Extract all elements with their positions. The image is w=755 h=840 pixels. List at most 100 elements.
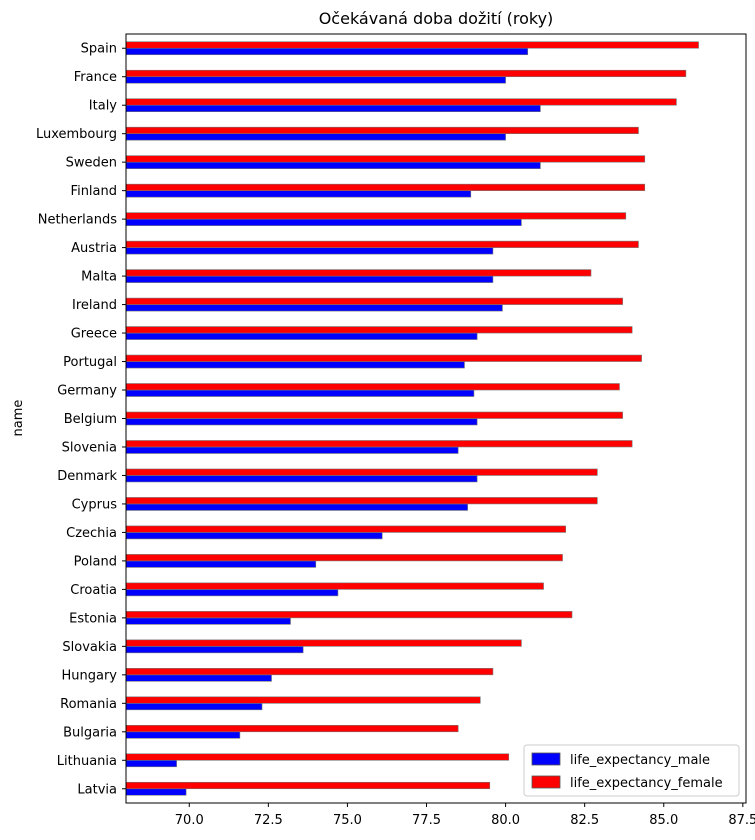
y-tick-label: Lithuania [57,754,117,769]
bar-life-expectancy-male-france [125,76,506,84]
y-tick-label: Latvia [77,782,117,797]
y-tick-label: Hungary [61,668,117,683]
bar-life-expectancy-female-bulgaria [125,724,459,733]
bar-life-expectancy-female-ireland [125,297,623,305]
bar-life-expectancy-female-germany [125,383,620,391]
bar-life-expectancy-male-lithuania [125,759,177,768]
x-axis: 70.0 72.5 75.0 77.5 80.0 82.5 85.0 87.5 [175,803,755,828]
bar-life-expectancy-male-ireland [125,304,503,312]
bar-life-expectancy-female-portugal [125,354,642,362]
bar-life-expectancy-male-germany [125,389,475,397]
bar-life-expectancy-female-sweden [125,155,646,163]
x-tick-label: 72.5 [254,813,283,828]
y-tick-label: Finland [71,184,117,199]
y-tick-label: Denmark [57,469,117,484]
bar-life-expectancy-male-spain [125,47,529,56]
bar-life-expectancy-male-finland [125,190,472,198]
y-tick-label: Italy [89,99,118,114]
bar-life-expectancy-male-romania [125,703,263,711]
bar-life-expectancy-female-netherlands [125,212,627,220]
x-tick-label: 70.0 [175,813,204,828]
bar-life-expectancy-male-belgium [125,418,478,426]
bar-life-expectancy-male-croatia [125,589,339,597]
y-tick-label: Ireland [72,298,117,313]
y-tick-label: Portugal [63,355,117,370]
bar-life-expectancy-female-slovenia [125,440,633,448]
bar-life-expectancy-female-italy [125,98,677,106]
bar-life-expectancy-female-estonia [125,611,573,619]
bar-life-expectancy-female-denmark [125,468,598,476]
bar-life-expectancy-male-slovakia [125,646,304,654]
bar-life-expectancy-female-spain [125,41,699,49]
bar-life-expectancy-female-lithuania [125,753,510,761]
y-tick-label: Estonia [69,611,117,626]
y-tick-label: Greece [71,327,117,342]
bar-life-expectancy-female-greece [125,326,633,334]
y-tick-label: Netherlands [38,213,117,228]
y-tick-label: Spain [81,42,117,57]
y-tick-label: Czechia [66,526,117,541]
y-tick-label: Slovenia [62,440,117,455]
bar-life-expectancy-male-italy [125,104,541,113]
bar-life-expectancy-male-cyprus [125,503,468,511]
y-tick-label: Luxembourg [36,127,117,142]
y-axis-label: name [11,400,26,437]
plot-frame [125,33,747,804]
y-tick-label: Austria [71,241,117,256]
legend-swatch-male [531,752,561,766]
bar-life-expectancy-female-czechia [125,525,566,533]
bar-life-expectancy-female-poland [125,554,563,562]
bar-life-expectancy-male-latvia [125,788,187,796]
y-axis: Spain France Italy Luxembourg Sweden Finland N… [36,42,126,797]
legend-label-female: life_expectancy_female [570,776,723,791]
x-tick-label: 82.5 [570,813,599,828]
bar-life-expectancy-male-czechia [125,532,383,540]
chart-title: Očekávaná doba dožití (roky) [319,9,554,28]
x-tick-label: 87.5 [728,813,755,828]
legend-label-male: life_expectancy_male [570,753,710,768]
bar-life-expectancy-male-denmark [125,475,478,483]
y-tick-label: Germany [57,384,117,399]
y-tick-label: France [74,70,117,85]
bar-life-expectancy-male-greece [125,332,478,340]
bar-life-expectancy-female-slovakia [125,639,522,647]
bar-life-expectancy-female-france [125,69,687,78]
y-tick-label: Cyprus [72,497,118,512]
bar-life-expectancy-male-hungary [125,674,272,682]
x-tick-label: 85.0 [649,813,678,828]
bar-life-expectancy-female-latvia [125,781,491,790]
bar-life-expectancy-male-poland [125,560,317,568]
bar-life-expectancy-male-bulgaria [125,731,241,739]
bar-life-expectancy-female-croatia [125,582,544,590]
bar-life-expectancy-male-estonia [125,617,291,625]
bar-life-expectancy-female-romania [125,696,481,704]
y-tick-label: Bulgaria [63,725,117,740]
bar-life-expectancy-female-hungary [125,668,494,676]
bar-life-expectancy-male-malta [125,275,494,283]
y-tick-label: Croatia [70,583,117,598]
bar-life-expectancy-female-luxembourg [125,126,639,134]
y-tick-label: Malta [81,270,117,285]
bar-life-expectancy-male-netherlands [125,218,522,226]
y-tick-label: Sweden [66,156,117,171]
bar-life-expectancy-male-sweden [125,161,541,169]
y-tick-label: Belgium [64,412,117,427]
y-tick-label: Slovakia [62,640,117,655]
x-tick-label: 77.5 [412,813,441,828]
bar-life-expectancy-female-cyprus [125,497,598,505]
bar-life-expectancy-male-austria [125,247,494,255]
bars-layer [125,41,699,796]
legend: life_expectancy_male life_expectancy_fem… [523,744,740,797]
bar-life-expectancy-female-austria [125,240,639,248]
legend-frame [523,744,740,797]
bar-life-expectancy-female-malta [125,269,592,277]
y-tick-label: Poland [74,554,117,569]
bar-life-expectancy-female-finland [125,183,646,191]
bar-life-expectancy-female-belgium [125,411,623,419]
x-tick-label: 75.0 [333,813,362,828]
legend-swatch-female [531,775,561,789]
y-tick-label: Romania [60,697,117,712]
bar-life-expectancy-male-luxembourg [125,133,506,141]
